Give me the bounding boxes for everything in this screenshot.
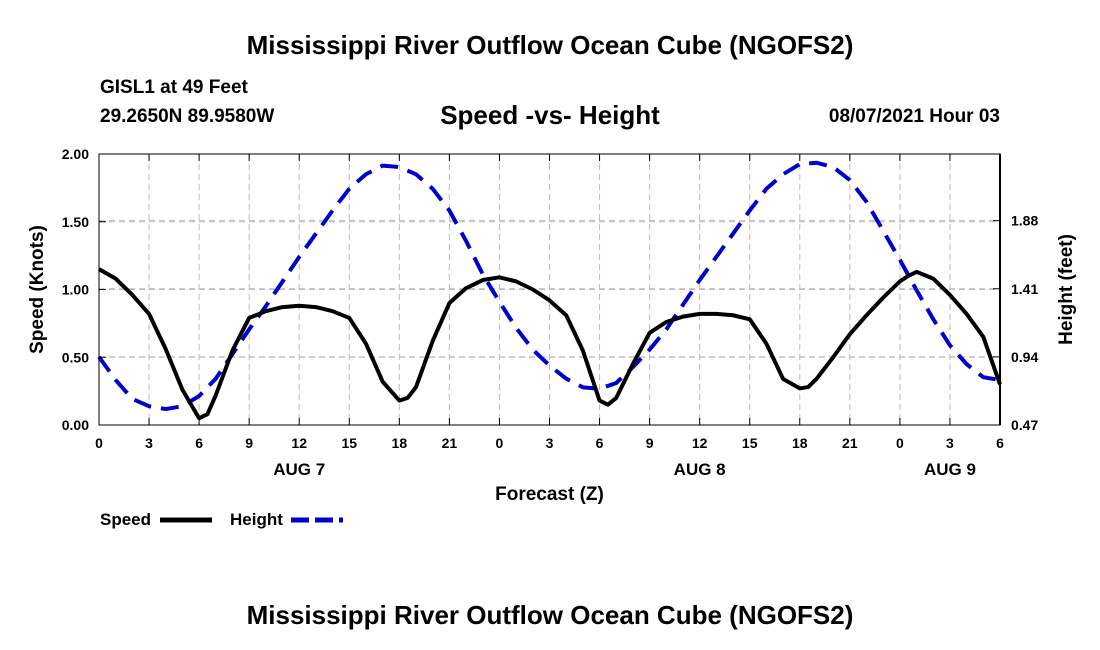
y2-axis-label: Height (feet): [1056, 234, 1077, 345]
legend-height-label: Height: [230, 510, 283, 529]
y-tick-label: 0.00: [62, 417, 89, 433]
x-tick-label: 12: [692, 435, 708, 451]
y-tick-label: 1.00: [62, 282, 89, 298]
station-label: GISL1 at 49 Feet: [100, 77, 248, 98]
x-tick-label: 15: [742, 435, 758, 451]
footer-title: Mississippi River Outflow Ocean Cube (NG…: [246, 600, 854, 630]
y-axis-label: Speed (Knots): [27, 225, 48, 354]
x-tick-label: 21: [442, 435, 458, 451]
station-coordinates: 29.2650N 89.9580W: [100, 106, 275, 127]
x-tick-label: 3: [145, 435, 153, 451]
y2-tick-label: 0.94: [1011, 349, 1038, 365]
legend-speed-label: Speed: [100, 510, 152, 529]
series: [97, 160, 1002, 421]
day-label: AUG 8: [674, 460, 726, 479]
y2-tick-label: 1.41: [1011, 281, 1038, 297]
x-tick-label: 15: [341, 435, 357, 451]
day-label: AUG 9: [924, 460, 976, 479]
day-label: AUG 7: [273, 460, 325, 479]
x-tick-label: 0: [95, 435, 103, 451]
x-tick-label: 0: [496, 435, 504, 451]
speed-series-line: [98, 267, 1002, 421]
chart-title: Speed -vs- Height: [440, 100, 660, 130]
x-tick-label: 6: [195, 435, 203, 451]
y-tick-label: 2.00: [62, 146, 89, 162]
grid: [99, 154, 1000, 425]
x-tick-label: 3: [946, 435, 954, 451]
x-tick-label: 12: [291, 435, 307, 451]
x-tick-label: 0: [896, 435, 904, 451]
page-title: Mississippi River Outflow Ocean Cube (NG…: [246, 30, 854, 60]
x-tick-label: 9: [646, 435, 654, 451]
x-tick-label: 6: [596, 435, 604, 451]
forecast-datetime: 08/07/2021 Hour 03: [828, 106, 1000, 127]
x-tick-label: 6: [996, 435, 1004, 451]
x-axis-label: Forecast (Z): [495, 484, 604, 505]
x-tick-label: 21: [842, 435, 858, 451]
height-series-line: [97, 160, 1001, 412]
ticks: 0 3 6 9 12 15 18 21 0 3 6 9 12 15 18 21 0 3 6 0.00 0.50 1.00 1…: [62, 146, 1039, 479]
x-tick-label: 18: [792, 435, 808, 451]
y2-tick-label: 1.88: [1011, 213, 1038, 229]
y-tick-label: 1.50: [62, 214, 89, 230]
y-tick-label: 0.50: [62, 349, 89, 365]
y2-tick-label: 0.47: [1011, 417, 1038, 433]
x-tick-label: 18: [392, 435, 408, 451]
x-tick-label: 3: [546, 435, 554, 451]
x-tick-label: 9: [245, 435, 253, 451]
